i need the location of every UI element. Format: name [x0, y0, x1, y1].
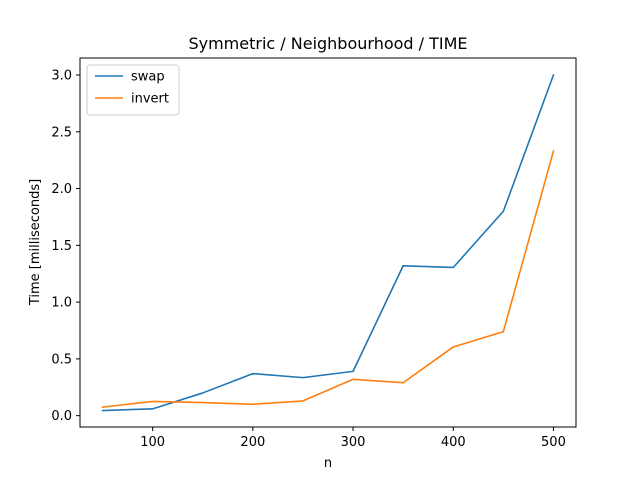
chart-title: Symmetric / Neighbourhood / TIME	[188, 34, 467, 53]
legend-label-swap: swap	[131, 70, 165, 85]
x-tick-label: 100	[140, 435, 165, 450]
y-tick-label: 2.0	[51, 182, 72, 197]
x-tick-label: 400	[441, 435, 466, 450]
axes-frame	[79, 57, 577, 428]
x-tick-label: 500	[541, 435, 566, 450]
y-tick-label: 0.5	[51, 352, 72, 367]
series-line-swap	[101, 74, 555, 412]
x-tick-label: 200	[240, 435, 265, 450]
y-tick-label: 3.0	[51, 69, 72, 84]
legend-label-invert: invert	[131, 92, 169, 107]
y-tick-label: 1.0	[51, 296, 72, 311]
x-tick-label: 300	[341, 435, 366, 450]
series-line-invert	[101, 150, 555, 409]
plot-area: 100 200 300 400 500 0.0 0.5 1.0 1.5 2.0 2.5 3.0	[51, 57, 577, 450]
y-tick-label: 2.5	[51, 125, 72, 140]
y-tick-label: 1.5	[51, 239, 72, 254]
y-tick-label: 0.0	[51, 409, 72, 424]
legend: swap invert	[86, 64, 180, 116]
y-axis-label: Time [milliseconds]	[28, 179, 43, 306]
legend-box	[86, 64, 180, 116]
x-axis-label: n	[324, 456, 332, 471]
